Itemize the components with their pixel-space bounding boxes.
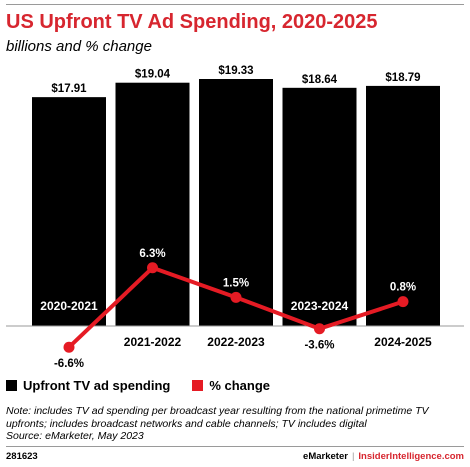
chart-subtitle: billions and % change [6,38,152,55]
notes: Note: includes TV ad spending per broadc… [6,405,464,443]
legend-swatch-spending [6,380,17,391]
legend-label-change: % change [209,378,271,393]
footer-brand: eMarketer | InsiderIntelligence.com [303,451,464,462]
labels-layer: $17.91 $19.04 $19.33 $18.64 $18.79 2020-2021 -… [40,65,432,370]
bar-value-label-2021-2022: $19.04 [135,69,171,81]
footer-rule [6,446,464,447]
legend-item-change: % change [192,378,270,393]
chart-id: 281623 [6,451,38,462]
chart-area: $17.91 $19.04 $19.33 $18.64 $18.79 2020-2021 -… [6,65,464,370]
brand-insider: InsiderIntelligence.com [358,451,464,462]
change-value-label-2020-2021: -6.6% [54,358,84,370]
change-value-label-2022-2023: 1.5% [223,277,249,289]
category-label-2021-2022: 2021-2022 [124,335,182,349]
bar-2023-2024 [282,87,357,326]
category-label-2020-2021: 2020-2021 [40,299,98,313]
change-value-label-2021-2022: 6.3% [139,248,165,260]
brand-emarketer: eMarketer [303,451,348,462]
change-point-2023-2024 [314,323,325,335]
change-value-label-2023-2024: -3.6% [304,340,334,352]
bars-layer [6,79,464,327]
legend-swatch-change [192,380,204,391]
change-point-2024-2025 [397,296,409,308]
bar-2021-2022 [115,82,190,326]
source-text: Source: eMarketer, May 2023 [6,430,144,442]
bar-2024-2025 [366,85,440,327]
change-point-2020-2021 [63,341,75,353]
legend-item-spending: Upfront TV ad spending [6,378,170,393]
bar-value-label-2020-2021: $17.91 [51,83,87,95]
legend-label-spending: Upfront TV ad spending [23,378,171,393]
bar-value-label-2024-2025: $18.79 [385,72,420,84]
category-label-2022-2023: 2022-2023 [207,335,265,349]
bar-2020-2021 [32,97,106,326]
line-layer [63,262,409,353]
chart-title: US Upfront TV Ad Spending, 2020-2025 [6,11,378,33]
bar-2022-2023 [199,79,273,326]
change-point-2022-2023 [230,291,242,303]
category-label-2023-2024: 2023-2024 [291,299,349,313]
legend: Upfront TV ad spending % change [6,378,292,393]
bar-value-label-2022-2023: $19.33 [218,65,253,77]
top-rule [6,4,464,5]
change-point-2021-2022 [147,262,158,274]
category-label-2024-2025: 2024-2025 [374,335,432,349]
note-text: Note: includes TV ad spending per broadc… [6,405,429,430]
change-value-label-2024-2025: 0.8% [390,282,416,294]
bar-value-label-2023-2024: $18.64 [302,74,338,86]
